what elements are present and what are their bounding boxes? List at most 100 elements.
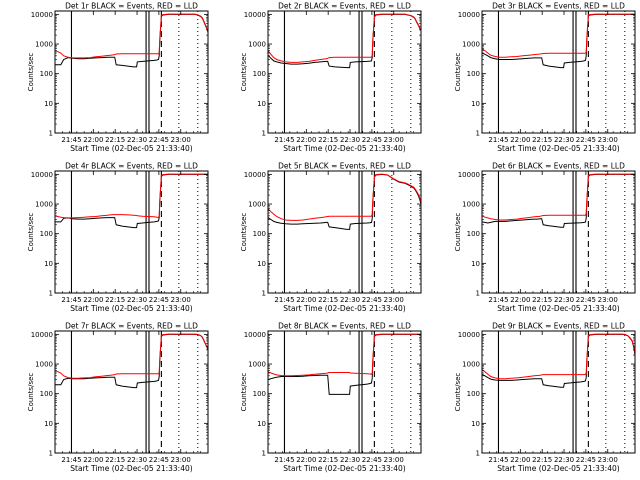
y-tick-label: 10000 — [458, 331, 480, 339]
x-tick-label: 22:00 — [296, 296, 316, 304]
x-tick-label: 22:00 — [83, 456, 103, 464]
x-tick-label: 22:15 — [532, 456, 552, 464]
y-tick-label: 1000 — [35, 361, 53, 369]
y-tick-label: 10000 — [244, 331, 266, 339]
x-tick-label: 22:45 — [362, 296, 382, 304]
panel-title: Det 5r BLACK = Events, RED = LLD — [278, 162, 411, 171]
y-axis-label: Counts/sec — [240, 373, 248, 412]
x-axis-label: Start Time (02-Dec-05 21:33:40) — [283, 464, 405, 473]
plot-area — [482, 13, 635, 69]
y-axis-label: Counts/sec — [240, 213, 248, 252]
x-tick-label: 22:00 — [83, 136, 103, 144]
plot-area — [55, 333, 208, 389]
plot-frame — [267, 10, 422, 134]
y-tick-label: 100 — [40, 230, 53, 238]
y-tick-label: 10000 — [244, 11, 266, 19]
y-axis-label: Counts/sec — [454, 53, 462, 92]
series-line-lld — [482, 173, 635, 221]
x-tick-label: 21:45 — [274, 456, 294, 464]
y-tick-label: 10 — [44, 420, 53, 428]
panel-title: Det 1r BLACK = Events, RED = LLD — [65, 2, 198, 11]
x-tick-label: 21:45 — [61, 136, 81, 144]
y-tick-label: 10 — [44, 100, 53, 108]
series-line-lld — [482, 333, 635, 380]
x-tick-label: 22:30 — [127, 296, 147, 304]
detector-panel-5: Det 5r BLACK = Events, RED = LLD 1 10 100 10… — [240, 162, 422, 313]
series-line-events — [268, 13, 421, 69]
x-tick-label: 22:15 — [532, 136, 552, 144]
y-axis-label: Counts/sec — [27, 213, 35, 252]
y-tick-label: 1000 — [248, 41, 266, 49]
y-axis-label: Counts/sec — [454, 213, 462, 252]
y-tick-label: 1000 — [248, 201, 266, 209]
plot-area — [268, 13, 421, 69]
series-line-lld — [268, 333, 421, 377]
x-tick-label: 22:00 — [296, 136, 316, 144]
series-line-events — [482, 173, 635, 228]
plot-frame — [54, 10, 209, 134]
y-tick-label: 10 — [44, 260, 53, 268]
x-tick-label: 22:15 — [532, 296, 552, 304]
series-line-events — [482, 13, 635, 69]
y-tick-label: 1000 — [462, 41, 480, 49]
plot-area — [55, 173, 208, 229]
x-tick-label: 22:15 — [105, 296, 125, 304]
x-tick-label: 23:00 — [171, 136, 191, 144]
y-tick-label: 1000 — [462, 361, 480, 369]
y-tick-label: 100 — [40, 70, 53, 78]
detector-panel-6: Det 6r BLACK = Events, RED = LLD 1 10 100 10… — [454, 162, 636, 313]
y-tick-label: 1 — [262, 130, 266, 138]
x-axis-label: Start Time (02-Dec-05 21:33:40) — [283, 144, 405, 153]
series-line-events — [55, 173, 208, 229]
series-line-lld — [55, 333, 208, 379]
x-tick-label: 21:45 — [61, 456, 81, 464]
y-axis-label: Counts/sec — [27, 373, 35, 412]
plot-frame — [267, 330, 422, 454]
x-tick-label: 22:00 — [510, 456, 530, 464]
x-tick-label: 22:30 — [127, 136, 147, 144]
x-tick-label: 21:45 — [488, 136, 508, 144]
y-tick-label: 100 — [253, 70, 266, 78]
x-tick-label: 22:30 — [340, 456, 360, 464]
x-tick-label: 22:45 — [576, 296, 596, 304]
y-tick-label: 1 — [49, 450, 53, 458]
series-line-events — [55, 13, 208, 68]
x-tick-label: 23:00 — [598, 296, 618, 304]
x-tick-label: 23:00 — [384, 456, 404, 464]
y-tick-label: 10 — [471, 420, 480, 428]
series-line-events — [482, 333, 635, 388]
plot-area — [482, 173, 635, 228]
x-tick-label: 22:45 — [149, 296, 169, 304]
plot-area — [482, 333, 635, 388]
panel-title: Det 2r BLACK = Events, RED = LLD — [278, 2, 411, 11]
y-tick-label: 10 — [471, 260, 480, 268]
x-axis-label: Start Time (02-Dec-05 21:33:40) — [70, 304, 192, 313]
detector-panel-4: Det 4r BLACK = Events, RED = LLD 1 10 100 10… — [27, 162, 209, 313]
series-line-lld — [482, 13, 635, 58]
x-tick-label: 22:30 — [554, 296, 574, 304]
y-tick-label: 10 — [257, 420, 266, 428]
y-axis-label: Counts/sec — [454, 373, 462, 412]
x-axis-label: Start Time (02-Dec-05 21:33:40) — [70, 144, 192, 153]
plot-area — [268, 333, 421, 395]
y-tick-label: 10000 — [31, 11, 53, 19]
series-line-lld — [268, 173, 421, 221]
x-tick-label: 22:30 — [340, 136, 360, 144]
detector-panel-8: Det 8r BLACK = Events, RED = LLD 1 10 100 10… — [240, 322, 422, 473]
x-tick-label: 23:00 — [598, 456, 618, 464]
y-tick-label: 1000 — [35, 41, 53, 49]
detector-panel-9: Det 9r BLACK = Events, RED = LLD 1 10 100 10… — [454, 322, 636, 473]
y-tick-label: 1 — [49, 130, 53, 138]
plot-frame — [54, 330, 209, 454]
detector-panel-7: Det 7r BLACK = Events, RED = LLD 1 10 100 10… — [27, 322, 209, 473]
x-tick-label: 23:00 — [171, 456, 191, 464]
x-tick-label: 22:30 — [554, 136, 574, 144]
x-axis-label: Start Time (02-Dec-05 21:33:40) — [70, 464, 192, 473]
y-tick-label: 100 — [253, 230, 266, 238]
y-tick-label: 100 — [40, 390, 53, 398]
x-tick-label: 22:15 — [318, 136, 338, 144]
x-tick-label: 21:45 — [488, 456, 508, 464]
x-tick-label: 21:45 — [61, 296, 81, 304]
x-tick-label: 22:45 — [576, 136, 596, 144]
x-tick-label: 22:45 — [149, 456, 169, 464]
